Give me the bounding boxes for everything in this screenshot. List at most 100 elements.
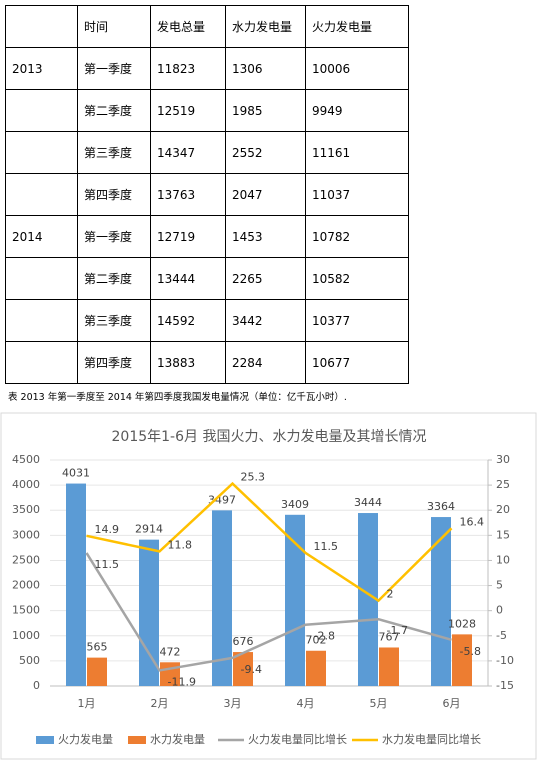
line-series bbox=[85, 552, 452, 672]
legend-label: 水力发电量同比增长 bbox=[382, 732, 481, 746]
table-cell: 10582 bbox=[305, 257, 409, 300]
table-cell: 13883 bbox=[150, 341, 226, 384]
table-cell: 13444 bbox=[150, 257, 226, 300]
y-tick-label: 500 bbox=[19, 654, 40, 667]
bar bbox=[139, 539, 159, 686]
data-label: 4031 bbox=[62, 467, 90, 480]
header-cell: 火力发电量 bbox=[305, 5, 409, 48]
line-series bbox=[86, 481, 453, 603]
table-cell: 第一季度 bbox=[77, 215, 151, 258]
table-cell: 9949 bbox=[305, 89, 409, 132]
data-label: 472 bbox=[160, 645, 181, 658]
table-cell: 12519 bbox=[150, 89, 226, 132]
y-tick-label: 3500 bbox=[12, 503, 40, 516]
table-cell bbox=[5, 341, 78, 384]
table-cell: 2265 bbox=[225, 257, 306, 300]
table-row: 第二季度 12519 1985 9949 bbox=[5, 89, 409, 132]
data-label: -5.8 bbox=[460, 645, 481, 658]
table-cell: 10006 bbox=[305, 47, 409, 90]
chart: 2015年1-6月 我国火力、水力发电量及其增长情况 0 500 1000 1500 2… bbox=[0, 412, 537, 760]
y-tick-label: 0 bbox=[33, 679, 40, 692]
header-cell: 发电总量 bbox=[150, 5, 226, 48]
table-cell: 2284 bbox=[225, 341, 306, 384]
legend-label: 水力发电量 bbox=[150, 732, 205, 746]
x-tick-label: 2月 bbox=[151, 697, 169, 710]
table-cell: 10782 bbox=[305, 215, 409, 258]
data-label: 3364 bbox=[427, 500, 455, 513]
data-label: 3409 bbox=[281, 498, 309, 511]
data-label: 14.9 bbox=[95, 523, 120, 536]
bar bbox=[306, 650, 326, 686]
data-label: 11.5 bbox=[95, 558, 120, 571]
y-tick-label: 1000 bbox=[12, 629, 40, 642]
data-label: 2914 bbox=[135, 523, 163, 536]
table-cell: 11161 bbox=[305, 131, 409, 174]
x-tick-label: 3月 bbox=[224, 697, 242, 710]
table-cell: 1453 bbox=[225, 215, 306, 258]
table-cell: 第四季度 bbox=[77, 341, 151, 384]
table-cell: 3442 bbox=[225, 299, 306, 342]
table-row: 2014 第一季度 12719 1453 10782 bbox=[5, 215, 409, 258]
data-label: -11.9 bbox=[168, 675, 196, 688]
y2-tick-label: 15 bbox=[496, 528, 510, 541]
table-cell: 2552 bbox=[225, 131, 306, 174]
table-row: 第三季度 14592 3442 10377 bbox=[5, 299, 409, 342]
bar bbox=[452, 634, 472, 686]
data-table: 时间 发电总量 水力发电量 火力发电量 2013 第一季度 11823 1306 10006 第二… bbox=[5, 5, 409, 384]
y-tick-label: 2000 bbox=[12, 579, 40, 592]
x-tick-label: 1月 bbox=[78, 697, 96, 710]
data-label: 3444 bbox=[354, 496, 382, 509]
y2-tick-label: -5 bbox=[496, 629, 507, 642]
table-cell: 第二季度 bbox=[77, 257, 151, 300]
table-cell: 第四季度 bbox=[77, 173, 151, 216]
table-cell: 14592 bbox=[150, 299, 226, 342]
data-label: -2.8 bbox=[314, 630, 335, 643]
data-label: 1028 bbox=[448, 617, 476, 630]
y-tick-label: 4000 bbox=[12, 478, 40, 491]
table-cell bbox=[5, 173, 78, 216]
table-cell: 2047 bbox=[225, 173, 306, 216]
y2-tick-label: 5 bbox=[496, 579, 503, 592]
header-cell: 水力发电量 bbox=[225, 5, 306, 48]
x-tick-label: 6月 bbox=[443, 697, 461, 710]
y-tick-label: 2500 bbox=[12, 553, 40, 566]
bar bbox=[233, 652, 253, 686]
bar bbox=[212, 510, 232, 686]
table-cell: 11037 bbox=[305, 173, 409, 216]
legend-label: 火力发电量 bbox=[58, 732, 113, 746]
header-cell bbox=[5, 5, 78, 48]
legend-label: 火力发电量同比增长 bbox=[248, 732, 347, 746]
data-label: 565 bbox=[87, 641, 108, 654]
data-label: 676 bbox=[233, 635, 254, 648]
table-row: 2013 第一季度 11823 1306 10006 bbox=[5, 47, 409, 90]
table-cell: 11823 bbox=[150, 47, 226, 90]
legend-swatch bbox=[128, 736, 146, 744]
caption: 表 2013 年第一季度至 2014 年第四季度我国发电量情况（单位：亿千瓦小时… bbox=[8, 392, 347, 403]
bar bbox=[379, 647, 399, 686]
table-cell: 10677 bbox=[305, 341, 409, 384]
data-label: -9.4 bbox=[241, 663, 262, 676]
y-tick-label: 4500 bbox=[12, 453, 40, 466]
bar bbox=[285, 514, 305, 686]
y2-tick-label: 10 bbox=[496, 553, 510, 566]
data-label: 767 bbox=[379, 630, 400, 643]
y-tick-label: 1500 bbox=[12, 604, 40, 617]
x-tick-label: 4月 bbox=[297, 697, 315, 710]
y2-tick-label: 0 bbox=[496, 604, 503, 617]
table-cell: 2013 bbox=[5, 47, 78, 90]
header-cell: 时间 bbox=[77, 5, 151, 48]
table-cell: 13763 bbox=[150, 173, 226, 216]
table-row: 第二季度 13444 2265 10582 bbox=[5, 257, 409, 300]
y2-tick-label: -15 bbox=[496, 679, 514, 692]
bar bbox=[358, 513, 378, 686]
table-cell: 1985 bbox=[225, 89, 306, 132]
table-cell: 10377 bbox=[305, 299, 409, 342]
table-cell: 第一季度 bbox=[77, 47, 151, 90]
y2-tick-label: 20 bbox=[496, 503, 510, 516]
data-label: -1.7 bbox=[387, 624, 408, 637]
data-label: 2 bbox=[387, 588, 394, 601]
data-label: 702 bbox=[306, 634, 327, 647]
table-cell: 12719 bbox=[150, 215, 226, 258]
y2-tick-label: -10 bbox=[496, 654, 514, 667]
